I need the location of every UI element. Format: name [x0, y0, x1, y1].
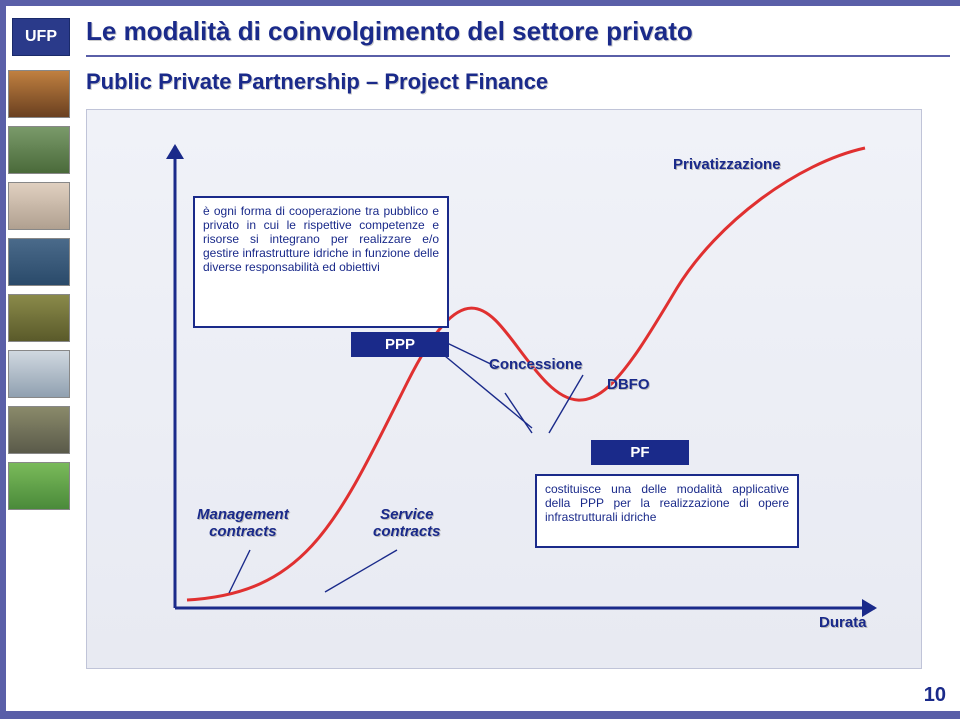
sidebar-thumbnails: [8, 70, 74, 510]
thumb-icon: [8, 462, 70, 510]
page-subtitle: Public Private Partnership – Project Fin…: [86, 69, 950, 95]
main-content: Le modalità di coinvolgimento del settor…: [86, 16, 950, 701]
thumb-icon: [8, 350, 70, 398]
thumb-icon: [8, 294, 70, 342]
ppp-description-box: è ogni forma di cooperazione tra pubblic…: [193, 196, 449, 328]
label-service-contracts: Service contracts: [373, 506, 441, 540]
thumb-icon: [8, 406, 70, 454]
page-title: Le modalità di coinvolgimento del settor…: [86, 16, 950, 47]
diagram: Privatizzazione è ogni forma di cooperazi…: [117, 128, 897, 648]
thumb-icon: [8, 182, 70, 230]
diagram-panel: Privatizzazione è ogni forma di cooperazi…: [86, 109, 922, 669]
label-durata: Durata: [819, 614, 867, 631]
label-privatizzazione: Privatizzazione: [673, 156, 781, 173]
logo-text: UFP: [25, 28, 57, 46]
ppp-pill: PPP: [351, 332, 449, 357]
thumb-icon: [8, 238, 70, 286]
label-management-contracts: Management contracts: [197, 506, 289, 540]
label-concessione: Concessione: [489, 356, 582, 373]
pf-description-box: costituisce una delle modalità applicati…: [535, 474, 799, 548]
page-number: 10: [924, 684, 946, 707]
thumb-icon: [8, 70, 70, 118]
thumb-icon: [8, 126, 70, 174]
label-dbfo: DBFO: [607, 376, 650, 393]
divider: [86, 55, 950, 57]
logo: UFP: [12, 18, 70, 56]
pf-pill: PF: [591, 440, 689, 465]
